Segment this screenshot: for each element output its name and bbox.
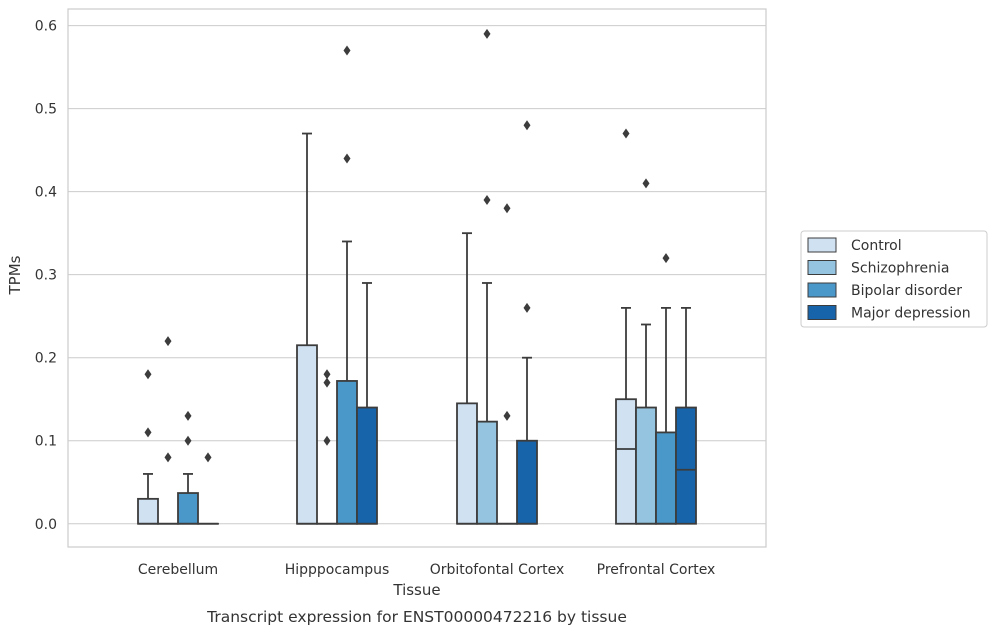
outlier-point [662,253,670,264]
box-plot [655,253,677,525]
outlier-point [184,435,192,446]
outlier-point [204,452,212,463]
x-axis-label: Tissue [392,581,440,599]
chart-caption: Transcript expression for ENST0000047221… [206,608,627,626]
legend-swatch [807,237,837,253]
outlier-point [503,410,511,421]
x-tick-label: Orbitofontal Cortex [430,562,565,578]
y-tick-label: 0.6 [35,19,57,35]
legend-label: Bipolar disorder [851,283,962,299]
x-tick-label: Cerebellum [138,562,218,578]
box [296,344,318,525]
outlier-point [164,452,172,463]
box [476,420,498,525]
box [456,402,478,525]
outlier-point [642,178,650,189]
legend-label: Schizophrenia [851,261,949,277]
box-plot [675,306,697,525]
box-plot [316,369,338,525]
legend-box [800,230,988,328]
outlier-point [144,369,152,380]
outlier-point [622,128,630,139]
box-plot [177,410,199,525]
box [635,406,657,525]
legend-swatch [807,260,837,275]
y-tick-label: 0.0 [35,517,57,533]
box [615,398,637,525]
box-plot [635,178,657,525]
box-plot [615,128,637,525]
y-axis-label: TPMs [6,255,24,295]
y-tick-label: 0.4 [35,185,57,201]
y-tick-label: 0.5 [35,102,57,118]
box-plot [296,132,318,525]
box [675,406,697,525]
legend-swatch [807,282,837,298]
box-plot [356,282,378,525]
y-tick-label: 0.2 [35,351,57,367]
outlier-point [343,45,351,56]
legend: Control Schizophrenia Bipolar disorder Majo… [800,230,988,328]
box [177,492,199,525]
axes: TPMs Tissue Transcript expression for EN… [6,19,715,626]
plot-border [67,8,767,548]
outlier-point [184,410,192,421]
legend-label: Control [851,238,902,254]
outlier-point [483,28,491,39]
box-plot [197,452,219,525]
box [516,439,538,525]
box-plot [137,369,159,525]
box [137,497,159,525]
box [356,406,378,525]
plot-frame [67,8,767,548]
outlier-point [323,377,331,388]
y-tick-label: 0.3 [35,268,57,284]
outlier-point [483,194,491,205]
outlier-point [164,336,172,347]
box-marks [137,28,697,525]
outlier-point [343,153,351,164]
outlier-point [323,435,331,446]
x-tick-label: Prefrontal Cortex [597,562,716,578]
outlier-point [523,120,531,131]
box-plot [476,28,498,525]
outlier-point [323,369,331,380]
box-plot [456,232,478,525]
legend-swatch [807,305,837,320]
outlier-point [503,203,511,214]
outlier-point [144,427,152,438]
outlier-point [523,302,531,313]
x-tick-label: Hipppocampus [285,562,390,578]
box-plot [516,120,538,525]
legend-label: Major depression [851,306,971,322]
box [655,431,677,525]
box [336,380,358,525]
box-plot [336,45,358,525]
y-tick-label: 0.1 [35,434,57,450]
